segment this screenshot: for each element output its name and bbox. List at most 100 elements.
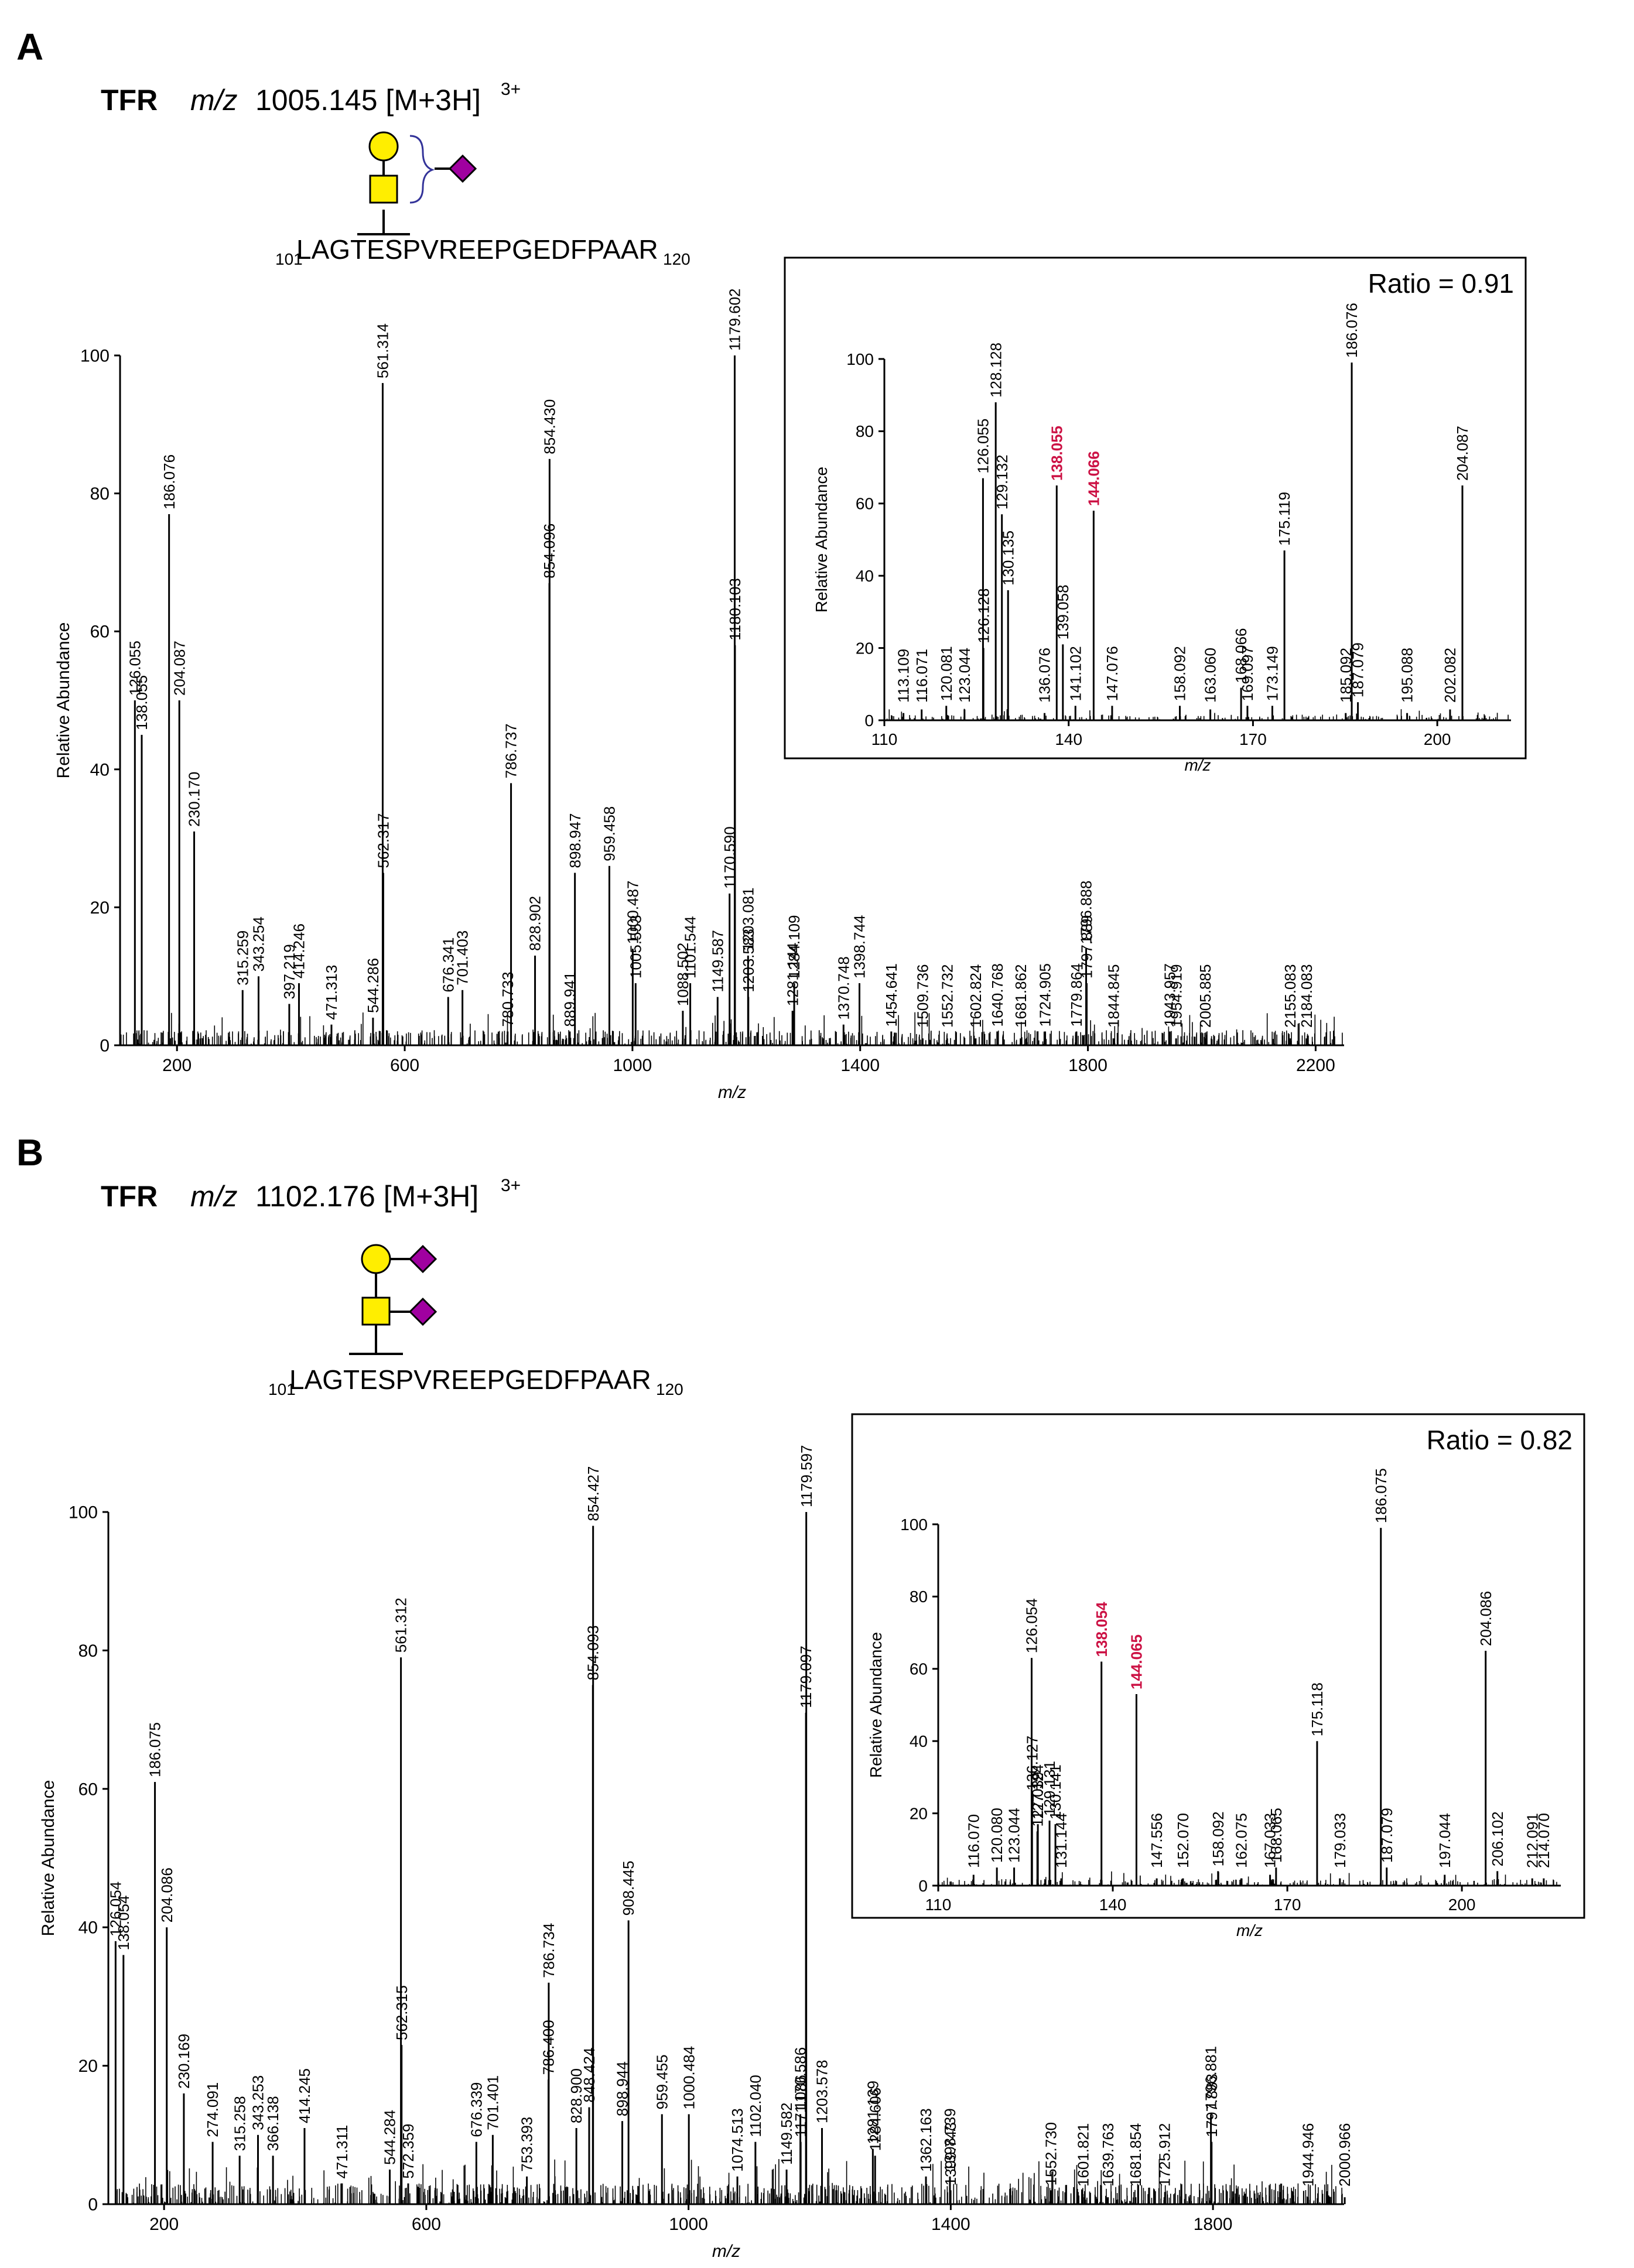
sialic-acid-diamond (448, 154, 477, 183)
peak-label-366.138: 366.138 (264, 2096, 282, 2151)
peak-label-152.070: 152.070 (1174, 1813, 1192, 1868)
peak-label-854.427: 854.427 (584, 1466, 602, 1521)
peak-label-1203.583: 1203.583 (740, 929, 757, 992)
glycan-a-bracket (409, 135, 435, 204)
y-tick-label: 100 (900, 1516, 928, 1534)
panel-b-mz-value: 1102.176 [M+3H] (255, 1180, 478, 1213)
y-axis-label: Relative Abundance (39, 1780, 58, 1937)
panel-a-mz-value: 1005.145 [M+3H] (255, 84, 481, 117)
peak-label-158.092: 158.092 (1171, 646, 1189, 701)
peak-label-173.149: 173.149 (1264, 646, 1281, 701)
y-tick-label: 40 (78, 1918, 98, 1938)
peak-label-414.245: 414.245 (296, 2068, 313, 2123)
x-tick-label: 140 (1099, 1896, 1127, 1914)
y-tick-label: 80 (910, 1588, 928, 1606)
panel-a-peptide: LAGTESPVREEPGEDFPAAR (296, 234, 658, 265)
peak-label-1844.845: 1844.845 (1105, 964, 1122, 1028)
x-tick-label: 1800 (1068, 1056, 1107, 1075)
peak-label-1681.854: 1681.854 (1127, 2123, 1144, 2187)
peak-label-1954.919: 1954.919 (1167, 964, 1185, 1028)
panel-a-glycan (357, 131, 477, 235)
y-tick-label: 0 (100, 1036, 110, 1056)
panel-b-mz-italic: m/z (190, 1180, 238, 1213)
peak-label-204.086: 204.086 (1477, 1591, 1495, 1646)
peak-label-1149.582: 1149.582 (778, 2102, 795, 2165)
panel-a-mz-italic: m/z (190, 84, 238, 117)
peak-label-1454.641: 1454.641 (883, 963, 900, 1027)
peak-label-186.075: 186.075 (146, 1722, 164, 1777)
peak-label-1640.768: 1640.768 (989, 963, 1006, 1027)
peak-label-168.065: 168.065 (1267, 1808, 1285, 1863)
peak-label-1101.544: 1101.544 (682, 916, 699, 979)
panel-a-charge: 3+ (501, 80, 521, 99)
peak-label-129.132: 129.132 (993, 454, 1011, 509)
peak-label-1370.748: 1370.748 (835, 956, 852, 1020)
peak-label-1601.821: 1601.821 (1074, 2123, 1092, 2187)
chart-a-inset: 0 20 40 60 80 100 110 140 170 200 m/z Relative Abun… (812, 303, 1511, 774)
x-tick-label: 1000 (613, 1056, 652, 1075)
panel-a-peptide-start: 101 (275, 250, 303, 268)
galactose-circle (361, 1244, 391, 1274)
panel-b-protein: TFR (101, 1180, 158, 1213)
peak-label-1000.484: 1000.484 (680, 2046, 698, 2109)
peak-label-139.058: 139.058 (1054, 584, 1072, 639)
inset-b-frame (851, 1413, 1585, 1919)
peak-label-676.339: 676.339 (467, 2082, 485, 2137)
peak-label-1725.912: 1725.912 (1156, 2123, 1173, 2187)
y-tick-label: 80 (78, 1641, 98, 1661)
peak-label-144.066: 144.066 (1085, 451, 1102, 506)
peak-label-1944.946: 1944.946 (1299, 2123, 1317, 2187)
peak-label-1203.578: 1203.578 (813, 2060, 831, 2123)
peak-label-116.071: 116.071 (913, 649, 931, 703)
peak-label-2005.885: 2005.885 (1197, 964, 1214, 1028)
peak-label-1149.587: 1149.587 (709, 930, 726, 993)
panel-b-letter: B (16, 1131, 43, 1174)
y-tick-label: 80 (90, 484, 110, 504)
x-axis-label: m/z (1236, 1921, 1263, 1939)
x-tick-label: 1400 (840, 1056, 880, 1075)
panel-b-peptide-start: 101 (268, 1380, 296, 1398)
peak-label-1284.109: 1284.109 (785, 915, 803, 979)
chart-b-inset: 0 20 40 60 80 100 110 140 170 200 m/z Relative Abun… (867, 1468, 1561, 1939)
peak-label-1681.862: 1681.862 (1012, 964, 1030, 1028)
peak-label-204.086: 204.086 (158, 1867, 176, 1923)
peak-label-202.082: 202.082 (1441, 648, 1459, 703)
peak-label-1284.606: 1284.606 (866, 2088, 884, 2151)
peak-label-141.102: 141.102 (1066, 646, 1084, 701)
panel-a-protein: TFR (101, 84, 158, 117)
panel-a-letter: A (16, 26, 43, 68)
peak-label-1796.888: 1796.888 (1078, 881, 1095, 944)
peak-label-1399.743: 1399.743 (942, 2122, 959, 2185)
peak-label-1179.597: 1179.597 (798, 1445, 815, 1507)
peak-label-1005.553: 1005.553 (627, 915, 644, 979)
peak-label-186.076: 186.076 (1343, 303, 1360, 358)
x-tick-label: 1000 (669, 2215, 708, 2234)
peak-label-136.076: 136.076 (1036, 648, 1054, 703)
peak-label-959.458: 959.458 (601, 806, 618, 861)
peak-label-848.424: 848.424 (580, 2048, 598, 2103)
peak-label-315.258: 315.258 (231, 2096, 248, 2151)
peak-label-2184.083: 2184.083 (1298, 964, 1315, 1028)
y-tick-label: 60 (90, 622, 110, 642)
y-tick-label: 100 (80, 347, 110, 366)
peak-label-187.079: 187.079 (1378, 1808, 1396, 1863)
peak-label-163.060: 163.060 (1202, 648, 1219, 703)
peak-label-676.341: 676.341 (439, 938, 457, 993)
peak-label-1398.744: 1398.744 (851, 915, 869, 979)
peak-label-701.401: 701.401 (484, 2075, 501, 2130)
x-tick-label: 110 (871, 730, 898, 748)
peak-label-1943.957: 1943.957 (1161, 963, 1179, 1027)
peak-label-116.070: 116.070 (965, 1814, 982, 1868)
peak-label-206.102: 206.102 (1489, 1811, 1506, 1866)
y-tick-label: 40 (910, 1732, 928, 1750)
peak-label-167.033: 167.033 (1262, 1813, 1279, 1868)
panel-b-charge: 3+ (501, 1176, 521, 1195)
panel-b-header: B TFR m/z 1102.176 [M+3H] 3+ (16, 1131, 521, 1213)
peak-label-138.054: 138.054 (1093, 1602, 1110, 1657)
peak-label-138.055: 138.055 (133, 675, 151, 730)
y-tick-label: 60 (910, 1660, 928, 1678)
peak-label-315.259: 315.259 (234, 931, 251, 986)
peak-label-1639.763: 1639.763 (1099, 2123, 1117, 2187)
